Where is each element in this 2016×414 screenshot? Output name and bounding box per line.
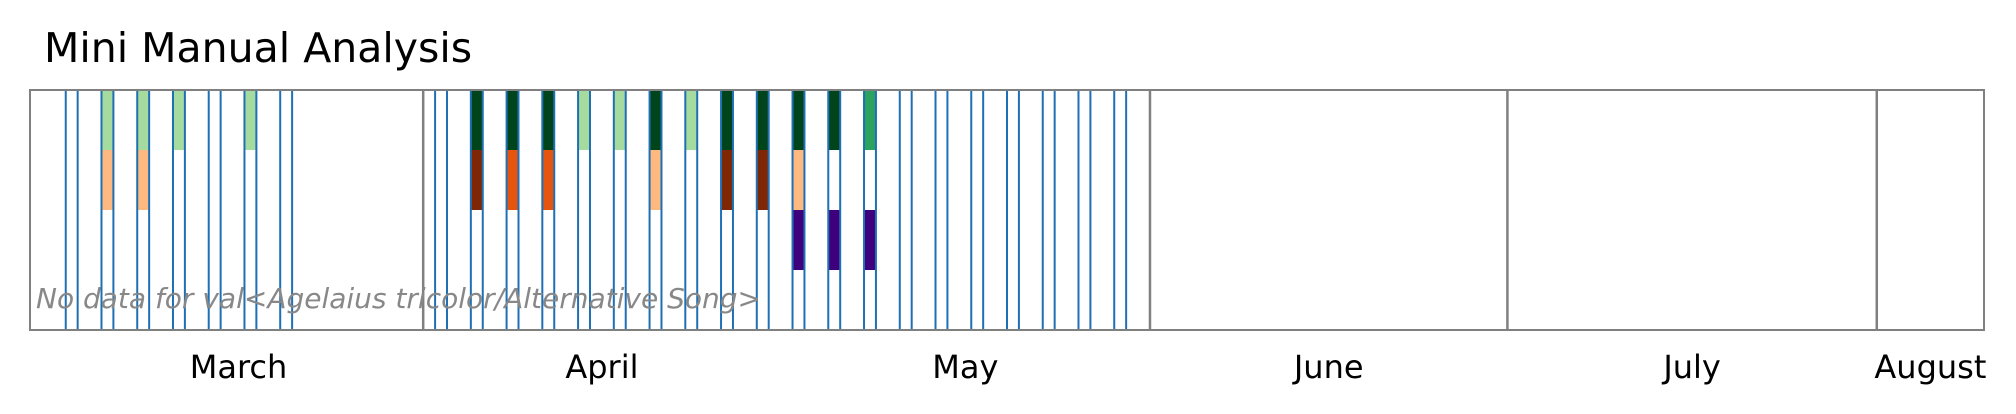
month-boundaries <box>421 90 1879 330</box>
heatmap-cell <box>506 150 519 210</box>
heatmap-cell <box>828 210 841 270</box>
chart-title: Mini Manual Analysis <box>44 24 472 72</box>
heatmap-cell <box>542 90 555 150</box>
month-tick-label: May <box>932 348 998 386</box>
heatmap-cell <box>792 90 805 150</box>
heatmap-cell <box>792 210 805 270</box>
month-tick-label: August <box>1874 348 1986 386</box>
no-data-annotation: No data for val<Agelaius tricolor/Altern… <box>36 282 761 315</box>
heatmap-cell <box>721 150 733 210</box>
heatmap-cell <box>137 150 150 210</box>
heatmap-cell <box>244 90 257 150</box>
heatmap-cell <box>828 90 841 150</box>
heatmap-cell <box>470 90 483 150</box>
month-tick-label: July <box>1661 348 1721 386</box>
heatmap-cell <box>542 150 555 210</box>
month-tick-label: April <box>565 348 638 386</box>
heatmap-cell <box>864 90 876 150</box>
recording-lines <box>64 90 1128 330</box>
heatmap-cell <box>101 150 114 210</box>
heatmap-cell <box>137 90 150 150</box>
month-tick-label: June <box>1292 348 1364 386</box>
heatmap-cell <box>613 90 626 150</box>
heatmap-cell <box>649 150 662 210</box>
heatmap-cell <box>685 90 698 150</box>
heatmap-cell <box>792 150 805 210</box>
heatmap-cells <box>101 90 876 270</box>
heatmap-cell <box>756 90 769 150</box>
plot-frame <box>29 89 1985 331</box>
heatmap-cell <box>756 150 769 210</box>
heatmap-cell <box>101 90 114 150</box>
month-tick-label: March <box>190 348 288 386</box>
heatmap-cell <box>721 90 733 150</box>
heatmap-cell <box>649 90 662 150</box>
heatmap-cell <box>506 90 519 150</box>
month-labels: March April May June July August <box>190 348 1987 386</box>
heatmap-cell <box>470 150 483 210</box>
heatmap-cell <box>578 90 590 150</box>
heatmap-cell <box>864 210 876 270</box>
heatmap-cell <box>172 90 185 150</box>
